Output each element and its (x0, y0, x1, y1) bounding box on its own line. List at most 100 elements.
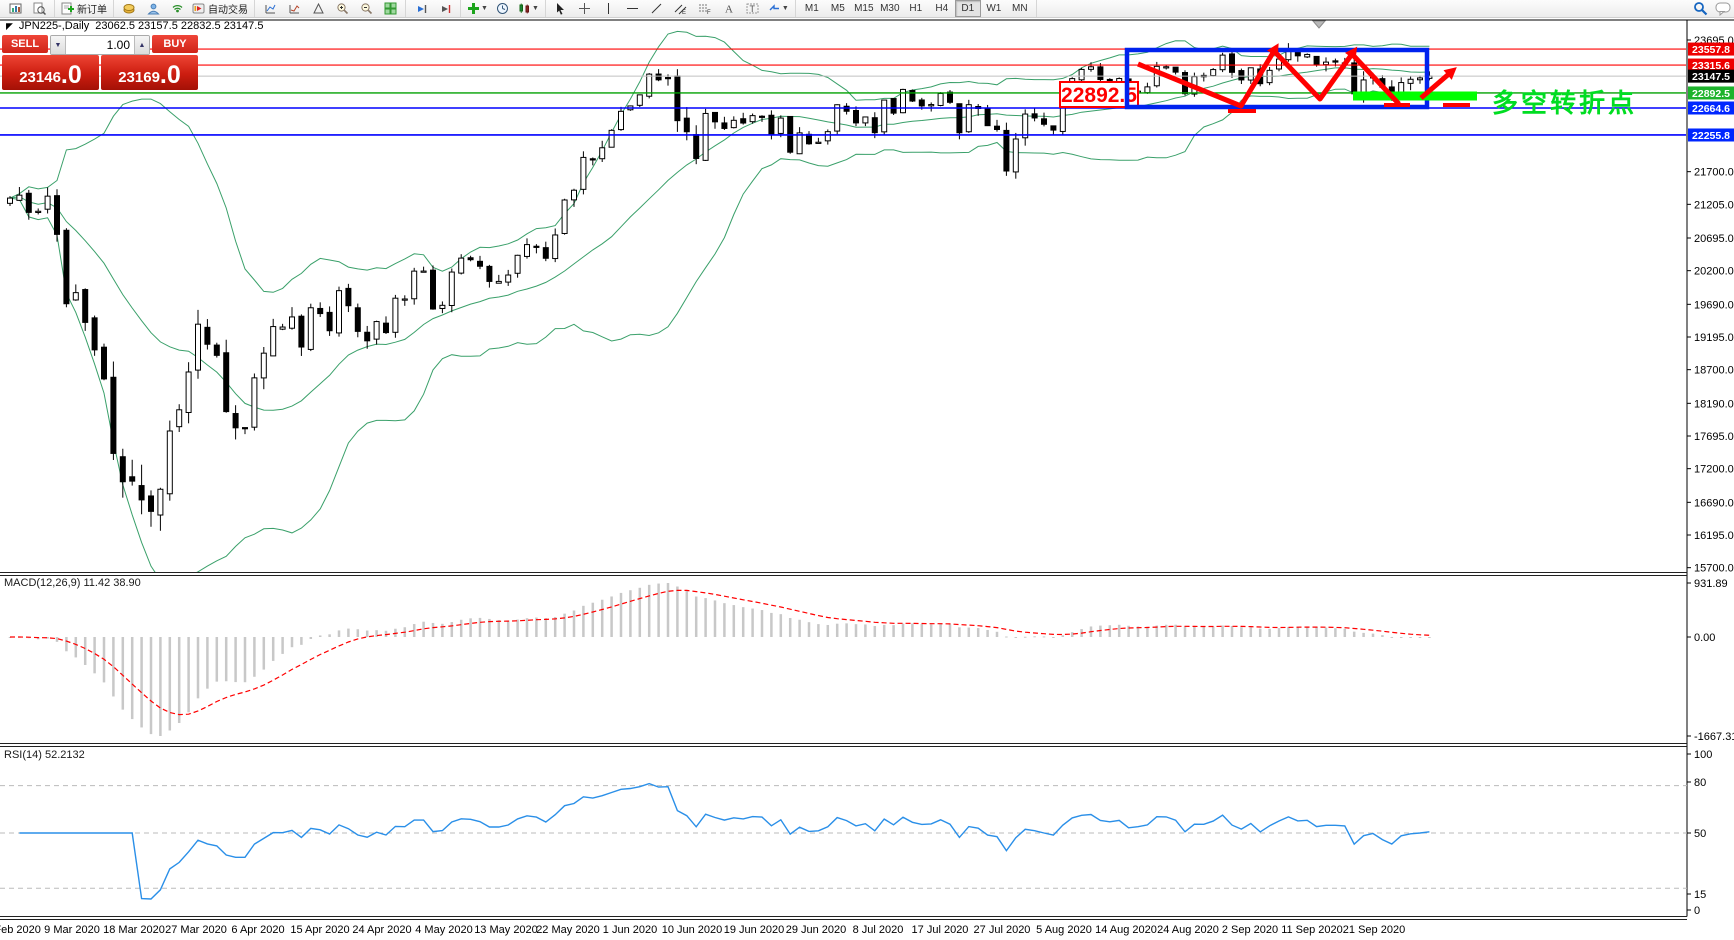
date-label: 11 Sep 2020 (1281, 924, 1343, 936)
add-indicator-icon[interactable]: ▼ (464, 0, 491, 17)
text-icon[interactable]: A (717, 0, 741, 17)
main-chart-panel[interactable] (0, 30, 1687, 582)
indicators-icon[interactable] (258, 0, 282, 17)
date-label: 22 May 2020 (536, 924, 600, 936)
text-label-icon[interactable]: T (741, 0, 765, 17)
rsi-axis-label: 50 (1694, 828, 1706, 840)
zoom-out-icon[interactable] (354, 0, 378, 17)
date-label: 21 Sep 2020 (1343, 924, 1405, 936)
macd-panel[interactable]: 931.89 0.00 -1667.31 (8, 578, 1734, 743)
rsi-axis-label: 80 (1694, 777, 1706, 789)
community-icon[interactable] (141, 0, 165, 17)
date-label: 24 Aug 2020 (1157, 924, 1219, 936)
arrows-tool-caret[interactable]: ▼ (781, 5, 789, 12)
macd-histogram (8, 583, 1431, 736)
signals-icon[interactable] (165, 0, 189, 17)
chart-shift-icon[interactable] (433, 0, 457, 17)
zigzag-arrows[interactable] (1137, 43, 1470, 113)
new-order-button[interactable]: 新订单 (58, 0, 110, 17)
rsi-axis-label: 15 (1694, 889, 1706, 901)
chart-window-title: ◤ JPN225-,Daily 23062.5 23157.5 22832.5 … (6, 20, 263, 32)
sell-price-frac: .0 (60, 61, 82, 89)
main-toolbar: 新订单 自动交易 ▼ ▼ (0, 0, 1734, 18)
date-label: 28 Feb 2020 (0, 924, 41, 936)
macd-axis-label: 0.00 (1694, 632, 1715, 644)
bollinger-middle (9, 67, 1430, 411)
date-label: 18 Mar 2020 (103, 924, 165, 936)
zoom-in-icon[interactable] (330, 0, 354, 17)
new-order-label: 新订单 (77, 5, 107, 16)
macd-signal-line (10, 589, 1430, 716)
timeframe-button-D1[interactable]: D1 (954, 0, 981, 17)
period-clock-icon[interactable] (491, 0, 515, 17)
price-badge-text: 22892.5 (1692, 88, 1730, 100)
toolbar-group-drawing: E F A T ▼ (546, 0, 796, 17)
chart-shift-marker[interactable] (1311, 20, 1327, 29)
auto-scroll-icon[interactable] (409, 0, 433, 17)
chart-type-caret[interactable]: ▼ (531, 5, 539, 12)
price-tick-label: 21700.0 (1694, 167, 1734, 179)
date-label: 27 Mar 2020 (165, 924, 227, 936)
objects-list-icon[interactable] (306, 0, 330, 17)
timeframe-button-MN[interactable]: MN (1012, 3, 1028, 14)
price-tick-label: 17200.0 (1694, 464, 1734, 476)
timeframe-button-M1[interactable]: M1 (804, 3, 819, 14)
arrows-tool-icon[interactable]: ▼ (765, 0, 792, 17)
price-tick-label: 17695.0 (1694, 431, 1734, 443)
channel-icon[interactable]: E (669, 0, 693, 17)
sell-price-display[interactable]: 23146.0 (2, 55, 99, 90)
chart-window-icon: ◤ (6, 20, 13, 31)
timeframe-button-M30[interactable]: M30 (880, 3, 900, 14)
sell-price-main: 23146 (19, 69, 61, 86)
profiles-icon[interactable] (27, 0, 51, 17)
price-tick-label: 15700.0 (1694, 563, 1734, 575)
date-label: 2 Sep 2020 (1222, 924, 1278, 936)
price-badge-text: 22255.8 (1692, 130, 1730, 142)
timeframe-button-H4[interactable]: H4 (935, 3, 949, 14)
rsi-axis[interactable]: 100 80 50 15 0 (1687, 749, 1712, 917)
buy-button[interactable]: BUY (152, 35, 198, 53)
bollinger-upper (9, 30, 1430, 293)
date-label: 29 Jun 2020 (786, 924, 847, 936)
toolbar-group-services: 自动交易 (114, 0, 255, 17)
rsi-axis-label: 0 (1694, 905, 1700, 917)
volume-increase-button[interactable]: ▲ (134, 36, 149, 54)
chart-annotations[interactable]: 22892.5 多空转折点 (1059, 43, 1637, 118)
price-callout-text: 22892.5 (1061, 84, 1137, 107)
trendline-icon[interactable] (645, 0, 669, 17)
timeframe-button-M15[interactable]: M15 (854, 3, 874, 14)
date-label: 13 May 2020 (474, 924, 538, 936)
indicator-list-icon[interactable] (282, 0, 306, 17)
sell-button[interactable]: SELL (2, 35, 48, 53)
turning-point-text[interactable]: 多空转折点 (1492, 88, 1637, 118)
buy-price-display[interactable]: 23169.0 (101, 55, 198, 90)
buy-price-main: 23169 (118, 69, 160, 86)
add-indicator-caret[interactable]: ▼ (481, 5, 488, 12)
crosshair-icon[interactable] (573, 0, 597, 17)
price-axis[interactable]: 23695.021700.021205.020695.020200.019690… (1686, 20, 1734, 917)
volume-decrease-button[interactable]: ▼ (51, 36, 66, 54)
chart-type-icon[interactable]: ▼ (515, 0, 542, 17)
timeframe-button-M5[interactable]: M5 (830, 3, 845, 14)
candles-layer (7, 43, 1433, 531)
horizontal-line-icon[interactable] (621, 0, 645, 17)
autotrading-button[interactable]: 自动交易 (189, 0, 251, 17)
cursor-icon[interactable] (549, 0, 573, 17)
search-icon[interactable] (1693, 1, 1709, 16)
macd-axis[interactable]: 931.89 0.00 -1667.31 (1687, 578, 1734, 743)
timeframe-button-W1[interactable]: W1 (986, 3, 1002, 14)
fibonacci-icon[interactable]: F (693, 0, 717, 17)
svg-text:F: F (707, 10, 711, 15)
rsi-panel[interactable]: 100 80 50 15 0 (0, 749, 1712, 917)
tile-windows-icon[interactable] (378, 0, 402, 17)
chat-icon[interactable] (1715, 1, 1732, 16)
autotrading-label: 自动交易 (208, 5, 248, 16)
price-badge-text: 22664.6 (1692, 103, 1730, 115)
new-chart-icon[interactable] (3, 0, 27, 17)
deposit-icon[interactable] (117, 0, 141, 17)
timeframe-button-H1[interactable]: H1 (909, 3, 923, 14)
volume-value[interactable]: 1.00 (106, 38, 130, 52)
vertical-line-icon[interactable] (597, 0, 621, 17)
